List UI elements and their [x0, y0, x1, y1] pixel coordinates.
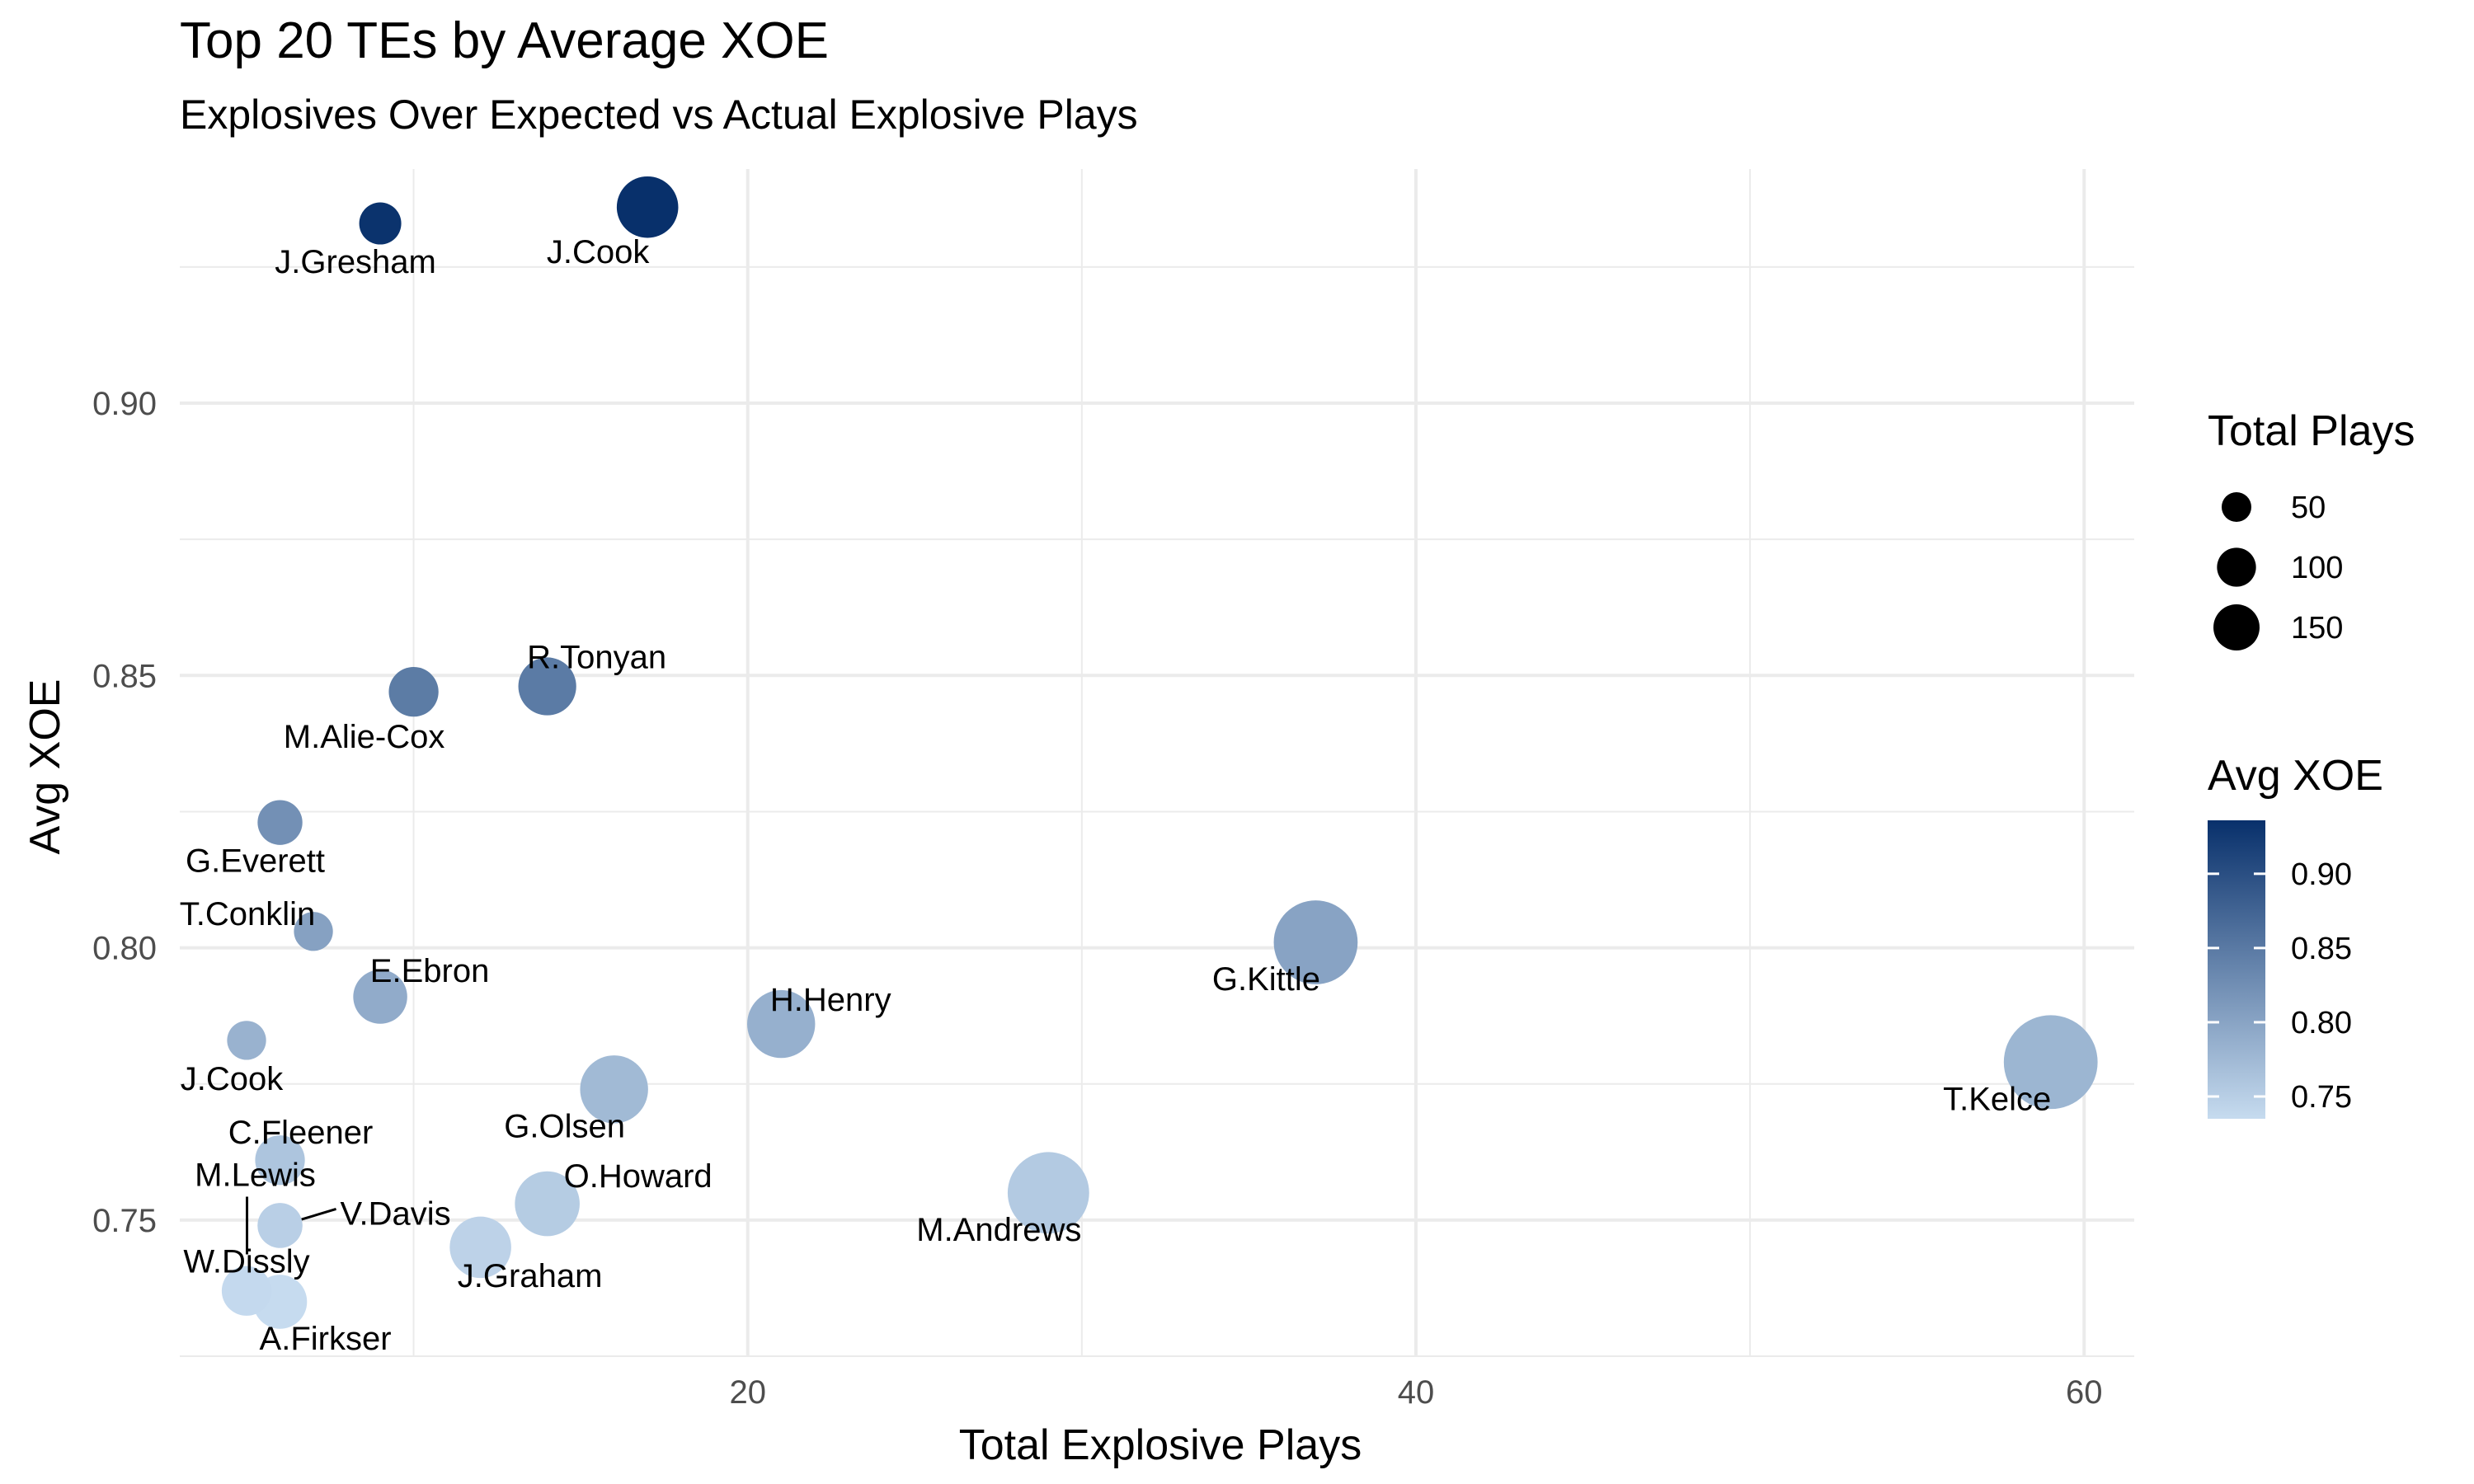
- size-legend-label: 50: [2291, 491, 2326, 525]
- data-point: [353, 970, 407, 1024]
- size-legend-label: 150: [2291, 611, 2343, 646]
- point-label: R.Tonyan: [527, 640, 666, 676]
- color-legend-label: 0.90: [2291, 857, 2352, 892]
- data-point: [227, 1021, 266, 1060]
- point-label: M.Andrews: [916, 1212, 1081, 1248]
- point-label: G.Everett: [186, 843, 325, 880]
- y-axis-title: Avg XOE: [21, 679, 69, 855]
- data-point: [257, 1203, 303, 1248]
- point-labels: J.Cook J.Gresham R.Tonyan M.Alie-Cox G.Evere…: [180, 234, 2052, 1357]
- y-tick-label: 0.85: [92, 658, 157, 694]
- data-point: [2003, 1015, 2098, 1110]
- data-point: [747, 989, 816, 1059]
- point-label: W.Dissly: [183, 1244, 309, 1280]
- point-label: A.Firkser: [260, 1321, 392, 1357]
- axes: Total Explosive Plays Avg XOE 20 40 60 0.75…: [21, 386, 2102, 1469]
- data-points: [221, 176, 2098, 1329]
- point-label: G.Olsen: [504, 1108, 625, 1144]
- data-point: [257, 800, 303, 845]
- point-label: O.Howard: [564, 1158, 713, 1195]
- size-legend-label: 100: [2291, 551, 2343, 585]
- point-label: T.Kelce: [1943, 1081, 2051, 1117]
- x-tick-label: 40: [1398, 1374, 1435, 1411]
- point-label: E.Ebron: [370, 953, 490, 989]
- data-point: [449, 1216, 511, 1279]
- point-label: H.Henry: [770, 982, 891, 1018]
- chart-title: Top 20 TEs by Average XOE: [180, 12, 829, 69]
- size-legend-key: [2213, 604, 2260, 650]
- size-legend-key: [2217, 547, 2256, 587]
- data-point: [1273, 900, 1358, 984]
- color-legend-label: 0.80: [2291, 1006, 2352, 1040]
- data-point: [359, 202, 402, 245]
- point-label: J.Cook: [547, 234, 650, 270]
- x-axis-title: Total Explosive Plays: [959, 1421, 1362, 1469]
- y-tick-label: 0.75: [92, 1203, 157, 1239]
- size-legend-key: [2221, 491, 2252, 523]
- color-legend-label: 0.75: [2291, 1080, 2352, 1115]
- y-tick-label: 0.80: [92, 931, 157, 967]
- point-label: C.Fleener: [228, 1115, 374, 1151]
- point-label: M.Alie-Cox: [284, 719, 445, 755]
- color-legend-label: 0.85: [2291, 932, 2352, 966]
- point-label: T.Conklin: [180, 896, 316, 932]
- color-legend-title: Avg XOE: [2208, 752, 2383, 800]
- point-label: J.Graham: [458, 1258, 603, 1294]
- point-label: G.Kittle: [1212, 961, 1320, 998]
- data-point: [616, 176, 679, 238]
- data-point: [388, 666, 439, 717]
- data-point: [255, 1135, 305, 1186]
- y-tick-label: 0.90: [92, 386, 157, 422]
- point-label: M.Lewis: [195, 1157, 316, 1193]
- x-tick-label: 60: [2066, 1374, 2103, 1411]
- size-legend-title: Total Plays: [2208, 407, 2415, 455]
- data-point: [294, 912, 333, 951]
- data-point: [221, 1266, 272, 1316]
- data-point: [518, 657, 576, 716]
- data-point: [515, 1171, 580, 1237]
- grid-lines: [180, 169, 2134, 1357]
- x-tick-label: 20: [729, 1374, 766, 1411]
- point-label: J.Cook: [181, 1061, 284, 1097]
- chart-subtitle: Explosives Over Expected vs Actual Explo…: [180, 92, 1138, 138]
- point-label: J.Gresham: [275, 244, 436, 280]
- data-point: [580, 1055, 648, 1124]
- point-label: V.Davis: [340, 1195, 450, 1232]
- color-legend-bar: [2208, 820, 2265, 1119]
- legends: Total Plays Avg XOE 50 100 150 0.75 0.80 0.85…: [2208, 407, 2415, 1119]
- data-point: [1007, 1152, 1089, 1234]
